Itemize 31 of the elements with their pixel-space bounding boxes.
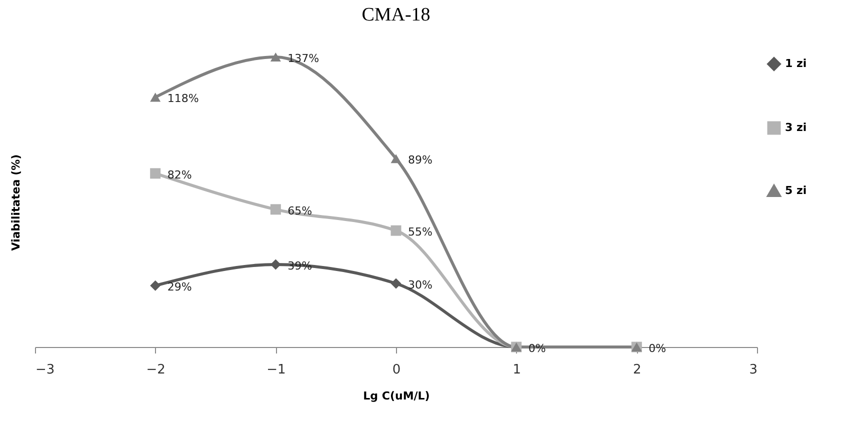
- point: [390, 154, 402, 164]
- data-label: 89%: [408, 154, 432, 167]
- point: [270, 259, 281, 270]
- x-tick-label: 3: [749, 362, 758, 378]
- data-label: 29%: [167, 280, 192, 294]
- x-tick-label: 0: [392, 362, 401, 378]
- point: [270, 204, 281, 215]
- data-label: 55%: [408, 226, 432, 239]
- legend-label: 5 zi: [785, 184, 807, 197]
- data-label: 137%: [288, 52, 320, 65]
- point: [150, 92, 161, 102]
- x-tick-label: 2: [633, 362, 642, 378]
- x-tick-label: 1: [512, 362, 521, 378]
- legend-label: 1 zi: [785, 57, 807, 70]
- x-tick-label: −1: [266, 362, 286, 378]
- y-axis-title: Viabilitatea (%): [10, 154, 22, 251]
- data-label: 82%: [167, 168, 192, 182]
- x-tick-label: −2: [146, 362, 166, 378]
- point: [390, 225, 402, 236]
- data-label: 30%: [408, 278, 432, 292]
- data-label: 0%: [648, 342, 666, 355]
- data-label: 118%: [167, 92, 199, 106]
- legend-label: 3 zi: [785, 121, 807, 134]
- x-axis-title: Lg C(uM/L): [363, 390, 430, 402]
- point: [390, 278, 402, 289]
- data-label: 65%: [288, 204, 312, 218]
- point: [150, 168, 161, 179]
- point: [150, 280, 161, 291]
- point: [270, 52, 281, 62]
- chart-title: CMA-18: [362, 4, 430, 26]
- x-tick-label: −3: [36, 362, 55, 378]
